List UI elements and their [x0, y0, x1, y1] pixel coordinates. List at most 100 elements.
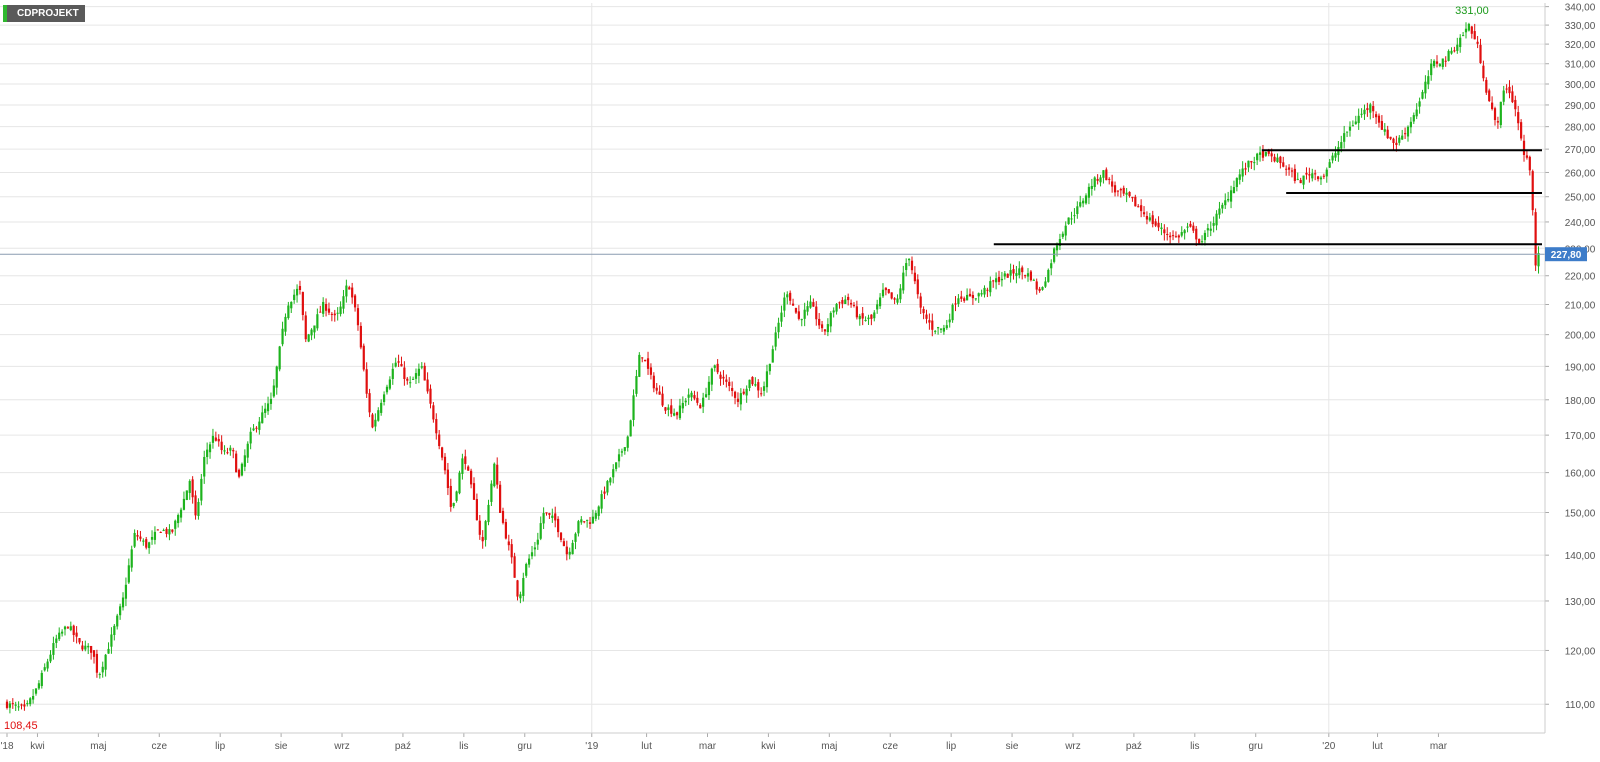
candle-body — [1044, 281, 1047, 287]
ticker-badge[interactable]: CDPROJEKT — [3, 5, 85, 22]
candle-body — [313, 325, 316, 333]
candle-body — [754, 384, 757, 386]
candle-body — [800, 319, 803, 321]
candle-body — [510, 544, 513, 558]
candle-body — [939, 328, 943, 330]
candle-body — [638, 354, 641, 377]
candle-body — [429, 388, 432, 404]
candle-body — [1215, 213, 1218, 226]
candle-body — [452, 502, 455, 507]
candle-body — [1157, 222, 1160, 228]
y-tick-label: 110,00 — [1565, 700, 1595, 711]
candle-body — [583, 521, 586, 523]
candle-body — [400, 363, 403, 367]
candle-body — [545, 512, 548, 514]
candle-body — [617, 454, 621, 462]
y-tick-label: 330,00 — [1565, 21, 1596, 32]
candle-body — [481, 536, 484, 542]
candle-body — [1427, 76, 1430, 85]
candle-body — [731, 387, 734, 392]
candle-body — [1467, 23, 1471, 31]
candle-body — [414, 373, 418, 379]
candle-body — [240, 463, 244, 476]
candle-body — [652, 375, 655, 389]
candle-body — [217, 438, 220, 442]
candle-body — [594, 513, 597, 519]
candle-body — [974, 298, 977, 300]
candle-body — [1079, 202, 1082, 207]
candle-body — [200, 478, 203, 501]
candle-body — [966, 294, 969, 301]
candle-body — [385, 386, 389, 393]
candle-body — [699, 404, 702, 409]
x-tick-label: '19 — [585, 741, 598, 752]
candle-body — [356, 308, 360, 326]
candle-body — [609, 478, 612, 483]
candle-body — [1041, 287, 1044, 290]
candle-body — [678, 405, 682, 419]
x-tick-label: mar — [1430, 741, 1448, 752]
candle-body — [667, 407, 670, 410]
candle-body — [1099, 177, 1102, 183]
candle-body — [1343, 133, 1346, 142]
candle-body — [90, 645, 93, 653]
candle-body — [1029, 271, 1033, 281]
candle-body — [777, 322, 780, 333]
candle-body — [133, 532, 136, 547]
x-tick-label: '18 — [0, 741, 13, 752]
candle-body — [269, 398, 273, 404]
candle-body — [876, 304, 879, 310]
candle-body — [960, 296, 963, 299]
candle-body — [490, 483, 493, 502]
candle-body — [1293, 168, 1296, 181]
candle-body — [449, 485, 452, 507]
min-price-label: 108,45 — [4, 720, 38, 732]
candle-body — [1528, 156, 1531, 171]
candle-body — [522, 578, 525, 596]
candle-body — [1438, 64, 1441, 66]
candle-body — [1499, 101, 1502, 126]
candle-body — [301, 292, 304, 316]
candle-body — [206, 449, 209, 458]
candle-body — [1105, 169, 1108, 181]
candle-body — [235, 453, 238, 473]
candle-body — [899, 288, 902, 300]
candle-body — [542, 513, 545, 524]
candle-body — [600, 494, 603, 509]
candle-body — [107, 648, 110, 654]
candle-body — [130, 549, 133, 568]
candle-body — [1511, 91, 1514, 103]
candle-body — [942, 327, 945, 332]
candle-body — [446, 469, 449, 489]
candle-body — [458, 472, 461, 494]
candle-body — [716, 363, 719, 373]
candle-body — [948, 319, 951, 323]
candle-body — [780, 312, 783, 322]
candle-body — [881, 289, 885, 297]
candle-body — [261, 412, 264, 424]
candle-body — [992, 280, 995, 282]
candle-body — [1035, 281, 1038, 290]
candle-body — [232, 450, 235, 452]
candle-body — [1520, 122, 1523, 139]
candle-body — [1247, 160, 1250, 168]
candle-body — [351, 287, 354, 298]
candle-body — [1316, 176, 1320, 180]
candle-body — [5, 701, 9, 708]
candle-body — [838, 302, 841, 304]
x-tick-label: maj — [821, 741, 837, 752]
candle-body — [1517, 112, 1520, 124]
candle-body — [1302, 175, 1305, 185]
candle-body — [1148, 217, 1151, 221]
candle-body — [17, 706, 20, 708]
candle-body — [52, 643, 55, 655]
candle-body — [371, 414, 374, 428]
candle-body — [936, 327, 940, 329]
candle-body — [139, 536, 142, 539]
candle-body — [1493, 108, 1497, 121]
candle-body — [443, 456, 447, 471]
candle-body — [188, 481, 191, 493]
candle-body — [397, 361, 400, 363]
